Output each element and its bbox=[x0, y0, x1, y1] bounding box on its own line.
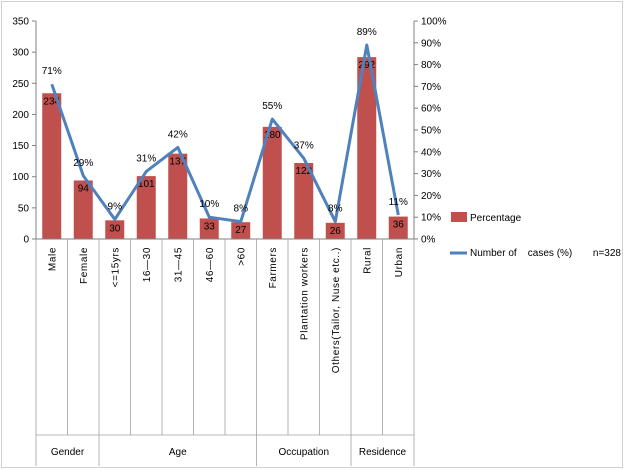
line-value-label: 55% bbox=[262, 101, 282, 112]
bar bbox=[388, 216, 408, 239]
left-tick-label: 300 bbox=[12, 48, 29, 59]
category-label: Male bbox=[47, 247, 58, 271]
right-tick-label: 30% bbox=[421, 169, 441, 180]
left-tick-label: 250 bbox=[12, 79, 29, 90]
line-value-label: 31% bbox=[136, 153, 156, 164]
category-label: 31—45 bbox=[173, 247, 184, 282]
category-axis: Male Female <=15yrs 16—30 31—45 46—60 >60 Farme… bbox=[35, 238, 415, 435]
right-tick-label: 40% bbox=[421, 147, 441, 158]
category-label: Plantation workers bbox=[299, 247, 310, 340]
group-label: Residence bbox=[359, 447, 407, 458]
line-value-label: 37% bbox=[294, 140, 314, 151]
category-label: >60 bbox=[236, 247, 247, 266]
bar-value-label: 33 bbox=[204, 221, 216, 232]
right-tick-label: 60% bbox=[421, 104, 441, 115]
legend: Percentage Number of cases (%) n=328 bbox=[450, 212, 621, 259]
group-label: Occupation bbox=[278, 447, 329, 458]
line-value-label: 11% bbox=[389, 197, 408, 208]
line-value-label: 8% bbox=[234, 204, 249, 215]
category-label: Farmers bbox=[268, 247, 279, 288]
bar bbox=[294, 163, 314, 239]
bar-value-label: 122 bbox=[295, 166, 312, 177]
line-data-labels: 71% 29% 9% 31% 42% 10% 8% 55% 37% 8% 89% 11% bbox=[42, 27, 408, 215]
category-label: <=15yrs bbox=[110, 247, 121, 287]
bar-value-label: 234 bbox=[43, 96, 60, 107]
bar-value-label: 36 bbox=[393, 220, 405, 231]
right-tick-label: 50% bbox=[421, 126, 441, 137]
legend-label-line: Number of cases (%) bbox=[470, 248, 572, 259]
sample-size-note: n=328 bbox=[593, 248, 622, 259]
left-tick-label: 50 bbox=[18, 203, 30, 214]
bar bbox=[105, 220, 125, 239]
line-value-label: 71% bbox=[42, 66, 62, 77]
legend-label-bar: Percentage bbox=[470, 213, 522, 224]
line-value-label: 89% bbox=[357, 27, 377, 38]
right-tick-label: 90% bbox=[421, 38, 441, 49]
group-label: Gender bbox=[51, 447, 85, 458]
left-axis: 0 50 100 150 200 250 300 350 bbox=[12, 17, 37, 246]
bar bbox=[357, 57, 377, 239]
line-value-label: 8% bbox=[328, 204, 343, 215]
bar bbox=[199, 218, 219, 239]
bar bbox=[262, 126, 282, 239]
left-tick-label: 150 bbox=[12, 141, 29, 152]
right-tick-label: 100% bbox=[421, 17, 447, 28]
bar-value-label: 180 bbox=[264, 130, 281, 141]
category-label: Female bbox=[79, 247, 90, 284]
bar-series-percentage bbox=[42, 57, 408, 239]
bar bbox=[136, 176, 156, 239]
line-value-label: 10% bbox=[199, 199, 219, 210]
left-tick-label: 100 bbox=[12, 172, 29, 183]
bar-value-label: 292 bbox=[358, 60, 375, 71]
bar bbox=[168, 153, 188, 239]
bar bbox=[73, 180, 93, 239]
category-label: 46—60 bbox=[205, 247, 216, 282]
left-tick-label: 200 bbox=[12, 110, 29, 121]
bar-value-label: 30 bbox=[109, 223, 121, 234]
bar-value-label: 26 bbox=[330, 226, 342, 237]
line-value-label: 29% bbox=[73, 158, 93, 169]
bar-value-label: 27 bbox=[235, 225, 247, 236]
line-value-label: 9% bbox=[108, 201, 123, 212]
left-tick-label: 0 bbox=[23, 235, 29, 246]
bar-value-label: 94 bbox=[78, 183, 90, 194]
right-tick-label: 20% bbox=[421, 191, 441, 202]
category-label: Urban bbox=[394, 247, 405, 277]
bar bbox=[42, 93, 62, 239]
bar bbox=[325, 222, 345, 239]
series-line bbox=[50, 43, 400, 224]
bar-value-label: 101 bbox=[138, 179, 155, 190]
category-label: Others(Tailor, Nuse etc..) bbox=[331, 247, 342, 373]
category-label: 16—30 bbox=[142, 247, 153, 282]
right-tick-label: 80% bbox=[421, 60, 441, 71]
bar-value-label: 137 bbox=[169, 157, 186, 168]
legend-swatch-bar bbox=[451, 212, 467, 222]
line-series-cases bbox=[50, 43, 400, 224]
right-tick-label: 70% bbox=[421, 82, 441, 93]
group-axis: Gender Age Occupation Residence bbox=[35, 434, 415, 466]
right-axis: 0% 10% 20% 30% 40% 50% 60% 70% 80% 90% 100% bbox=[413, 17, 447, 246]
line-value-label: 42% bbox=[168, 129, 188, 140]
bar-data-labels: 234 94 30 101 137 33 27 180 122 26 292 36 bbox=[43, 60, 404, 237]
group-label: Age bbox=[169, 447, 187, 458]
left-tick-label: 350 bbox=[12, 17, 29, 28]
right-tick-label: 0% bbox=[421, 235, 436, 246]
right-tick-label: 10% bbox=[421, 213, 441, 224]
bar bbox=[231, 222, 251, 239]
category-label: Rural bbox=[362, 247, 373, 274]
